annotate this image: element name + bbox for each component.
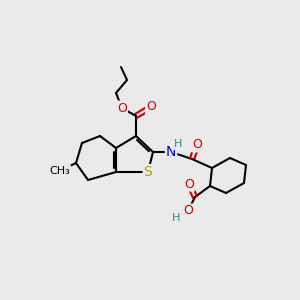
Text: O: O	[183, 205, 193, 218]
Text: H: H	[172, 213, 180, 223]
Text: N: N	[166, 145, 176, 159]
Text: O: O	[184, 178, 194, 190]
Text: H: H	[174, 139, 182, 149]
Text: O: O	[117, 101, 127, 115]
Text: S: S	[144, 165, 152, 179]
Text: CH₃: CH₃	[50, 166, 70, 176]
Text: O: O	[192, 139, 202, 152]
Text: O: O	[146, 100, 156, 113]
